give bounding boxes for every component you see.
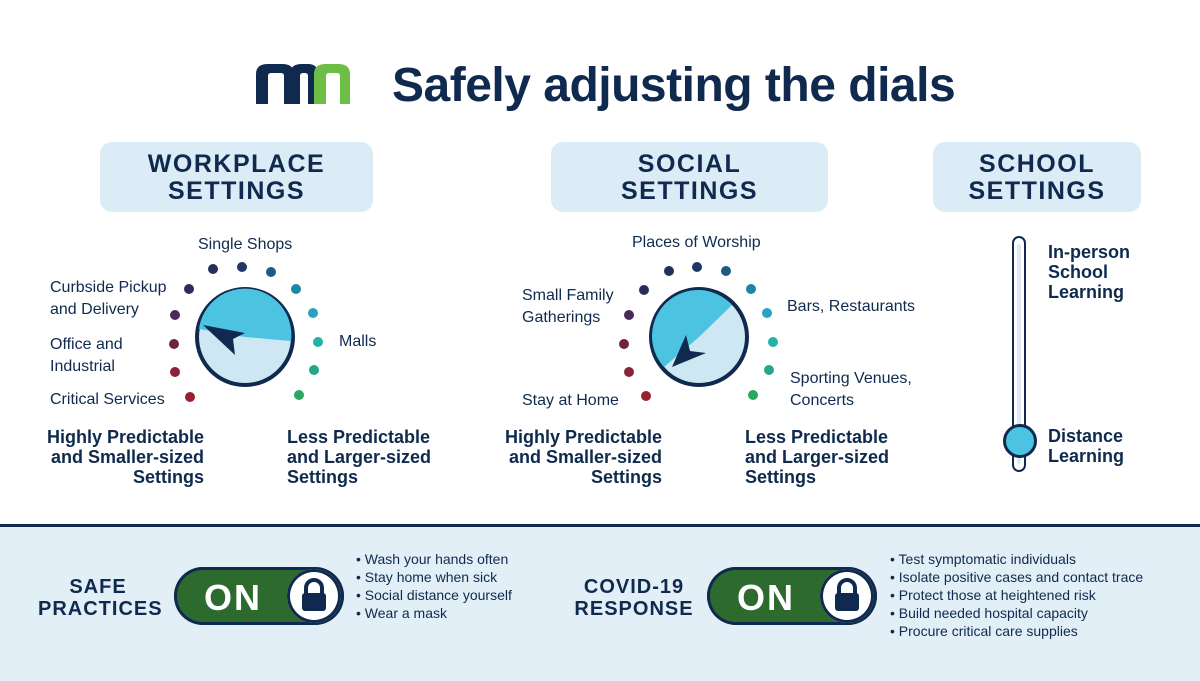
- safe-practices-label: SAFE PRACTICES: [38, 576, 163, 620]
- heading-line: SETTINGS: [620, 177, 758, 205]
- label-line: PRACTICES: [38, 598, 163, 620]
- list-item: Wear a mask: [356, 604, 512, 622]
- label-line: Learning: [1048, 282, 1125, 302]
- lock-icon: [820, 569, 874, 623]
- safe-practices-list: Wash your hands often Stay home when sic…: [356, 550, 512, 622]
- label-office: Industrial: [50, 358, 115, 375]
- label-places-of-worship: Places of Worship: [632, 234, 761, 251]
- school-slider-track: [1012, 236, 1026, 472]
- social-left-caption: Highly Predictable and Smaller-sized Set…: [480, 427, 662, 487]
- heading-line: WORKPLACE: [147, 150, 326, 178]
- caption-line: Settings: [287, 467, 359, 487]
- list-item: Build needed hospital capacity: [890, 604, 1143, 622]
- list-item: Isolate positive cases and contact trace: [890, 568, 1143, 586]
- label-line: SAFE: [69, 576, 127, 598]
- caption-line: Settings: [132, 467, 204, 487]
- label-single-shops: Single Shops: [198, 236, 293, 253]
- list-item: Stay home when sick: [356, 568, 512, 586]
- label-line: Distance: [1048, 426, 1124, 446]
- label-line: In-person: [1048, 242, 1131, 262]
- label-bars-restaurants: Bars, Restaurants: [787, 298, 916, 315]
- list-item: Test symptomatic individuals: [890, 550, 1143, 568]
- dial-sector: [199, 288, 292, 341]
- mn-logo-icon: [256, 64, 350, 104]
- workplace-settings-heading: WORKPLACE SETTINGS: [100, 142, 373, 212]
- safe-practices-toggle[interactable]: ON: [174, 567, 344, 625]
- school-settings-heading: SCHOOL SETTINGS: [933, 142, 1141, 212]
- label-sporting-venues: Sporting Venues,: [790, 370, 912, 387]
- workplace-left-caption: Highly Predictable and Smaller-sized Set…: [20, 427, 204, 487]
- covid-response-toggle[interactable]: ON: [707, 567, 877, 625]
- label-small-family: Small Family: [522, 287, 614, 304]
- caption-line: Less Predictable: [287, 427, 431, 447]
- label-office: Office and: [50, 336, 123, 353]
- caption-line: Settings: [590, 467, 662, 487]
- dial-pointer-icon: [672, 335, 706, 367]
- dial-sector: [651, 289, 732, 367]
- list-item: Social distance yourself: [356, 586, 512, 604]
- covid-response-label: COVID-19 RESPONSE: [572, 576, 696, 620]
- dial-pointer-icon: [203, 325, 245, 355]
- label-line: RESPONSE: [574, 598, 694, 620]
- label-small-family: Gatherings: [522, 309, 601, 326]
- caption-line: and Larger-sized: [287, 447, 432, 467]
- social-dial[interactable]: [620, 255, 790, 415]
- page-title: Safely adjusting the dials: [392, 59, 956, 112]
- label-in-person-learning: In-person School Learning: [1048, 242, 1130, 302]
- list-item: Procure critical care supplies: [890, 622, 1143, 640]
- toggle-state: ON: [204, 577, 262, 618]
- label-line: School: [1048, 262, 1109, 282]
- label-stay-at-home: Stay at Home: [522, 392, 619, 409]
- label-curbside: and Delivery: [50, 301, 139, 318]
- label-line: Learning: [1048, 446, 1125, 466]
- label-critical-services: Critical Services: [50, 391, 165, 408]
- lock-icon: [287, 569, 341, 623]
- toggle-state: ON: [737, 577, 795, 618]
- caption-line: Highly Predictable: [504, 427, 662, 447]
- caption-line: Highly Predictable: [46, 427, 204, 447]
- heading-line: SOCIAL: [637, 150, 742, 178]
- heading-line: SETTINGS: [968, 177, 1106, 205]
- label-sporting-venues: Concerts: [790, 392, 855, 409]
- covid-response-list: Test symptomatic individuals Isolate pos…: [890, 550, 1144, 640]
- label-curbside: Curbside Pickup: [50, 279, 167, 296]
- workplace-right-caption: Less Predictable and Larger-sized Settin…: [287, 427, 431, 487]
- workplace-dial[interactable]: [165, 255, 335, 415]
- caption-line: and Larger-sized: [745, 447, 890, 467]
- social-right-caption: Less Predictable and Larger-sized Settin…: [745, 427, 889, 487]
- label-line: COVID-19: [583, 576, 685, 598]
- caption-line: Less Predictable: [745, 427, 889, 447]
- list-item: Protect those at heightened risk: [890, 586, 1143, 604]
- social-settings-heading: SOCIAL SETTINGS: [551, 142, 828, 212]
- heading-line: SETTINGS: [167, 177, 305, 205]
- heading-line: SCHOOL: [979, 150, 1095, 178]
- school-slider-handle[interactable]: [1003, 424, 1037, 458]
- list-item: Wash your hands often: [356, 550, 512, 568]
- caption-line: and Smaller-sized: [50, 447, 204, 467]
- caption-line: and Smaller-sized: [508, 447, 662, 467]
- label-malls: Malls: [339, 333, 377, 350]
- label-distance-learning: Distance Learning: [1048, 426, 1124, 466]
- caption-line: Settings: [745, 467, 817, 487]
